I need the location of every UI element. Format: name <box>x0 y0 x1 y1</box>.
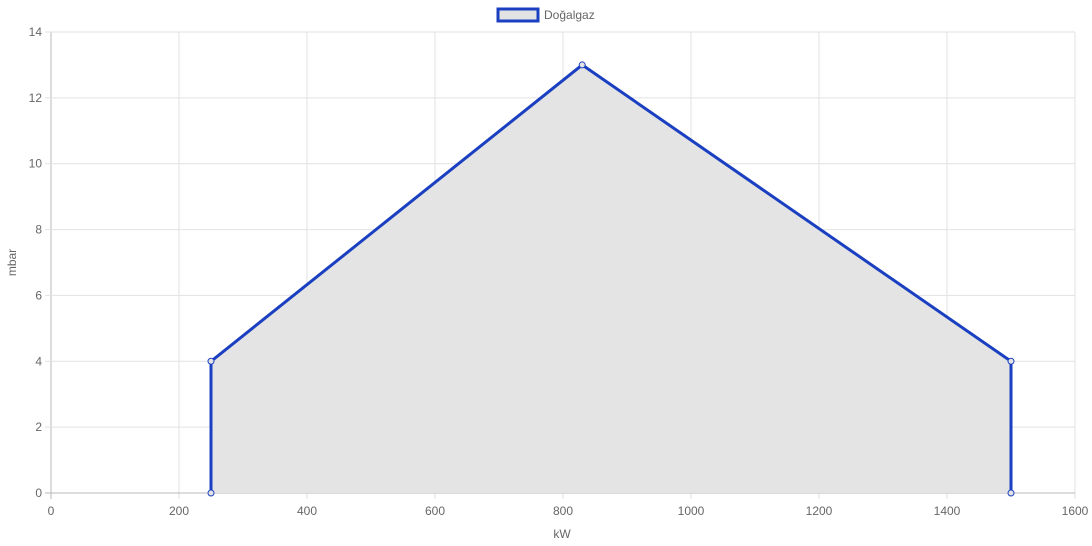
data-point[interactable] <box>578 61 586 69</box>
x-axis-title: kW <box>553 527 571 541</box>
x-tick-label: 1400 <box>934 504 961 518</box>
series-area-fill <box>211 64 1011 493</box>
x-tick-label: 800 <box>553 504 573 518</box>
x-tick-label: 0 <box>48 504 55 518</box>
data-point[interactable] <box>1007 357 1015 365</box>
y-tick-label: 6 <box>35 288 42 302</box>
y-tick-label: 0 <box>35 486 42 500</box>
y-tick-label: 2 <box>35 420 42 434</box>
data-point[interactable] <box>207 489 215 497</box>
axes: 0 200 400 600 800 1000 1200 1400 1600 0 2 4 6 8 10 12 14 <box>29 25 1089 518</box>
y-axis-title: mbar <box>5 249 19 276</box>
plot-area <box>207 61 1015 497</box>
x-tick-label: 1200 <box>806 504 833 518</box>
legend-label[interactable]: Doğalgaz <box>544 8 595 22</box>
y-tick-label: 14 <box>29 25 43 39</box>
y-tick-label: 10 <box>29 157 43 171</box>
x-tick-label: 1600 <box>1062 504 1089 518</box>
x-tick-label: 600 <box>425 504 445 518</box>
x-tick-label: 400 <box>297 504 317 518</box>
y-tick-label: 8 <box>35 223 42 237</box>
legend[interactable]: Doğalgaz <box>496 7 595 23</box>
x-tick-label: 1000 <box>678 504 705 518</box>
y-tick-label: 4 <box>35 354 42 368</box>
x-tick-label: 200 <box>169 504 189 518</box>
data-point[interactable] <box>207 357 215 365</box>
data-point[interactable] <box>1007 489 1015 497</box>
y-tick-label: 12 <box>29 91 43 105</box>
legend-swatch[interactable] <box>496 7 540 23</box>
